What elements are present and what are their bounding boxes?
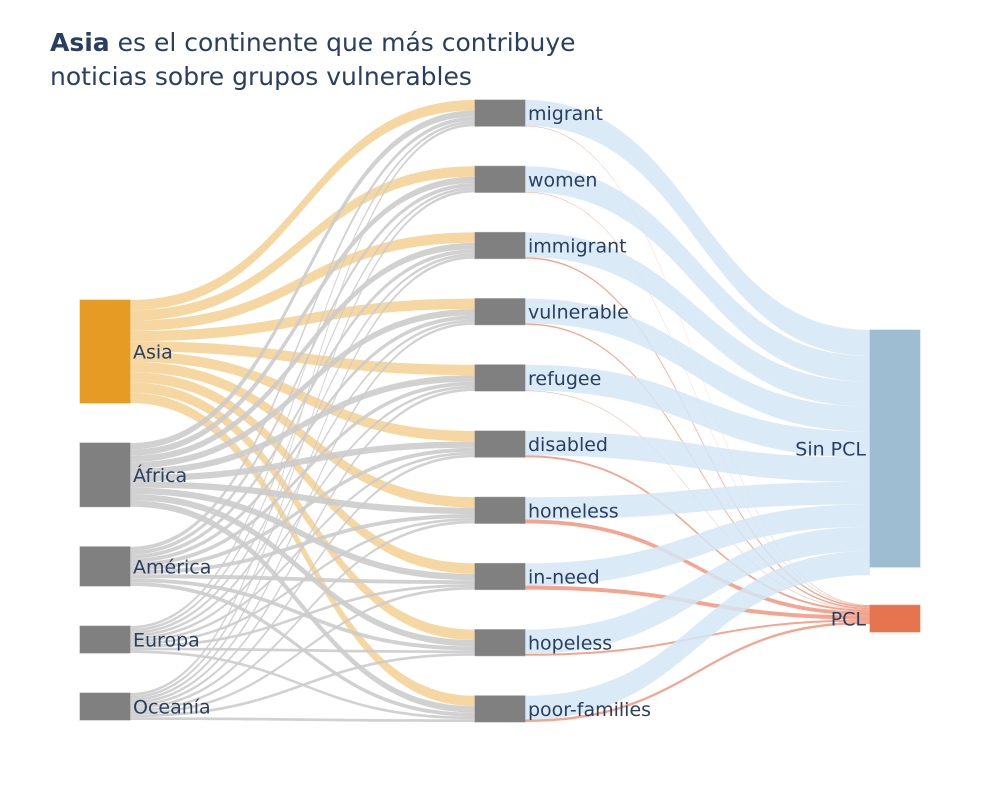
link-asia-homeless <box>130 361 475 508</box>
node-disabled[interactable] <box>474 430 526 458</box>
link-oceania-vulnerable <box>130 322 475 704</box>
link-oceania-refugee <box>130 388 475 707</box>
link-refugee-sin-pcl <box>525 364 870 458</box>
node-label-pcl: PCL <box>831 609 867 631</box>
link-poor-families-pcl <box>525 621 870 722</box>
node-label-disabled: disabled <box>528 434 608 456</box>
chart-title: Asia es el continente que más contribuye… <box>50 26 750 94</box>
node-vulnerable[interactable] <box>474 298 526 326</box>
link-america-disabled <box>130 447 475 571</box>
link-africa-refugee <box>130 375 475 475</box>
node-label-vulnerable: vulnerable <box>528 302 629 324</box>
link-hopeless-sin-pcl <box>525 526 870 654</box>
link-oceania-hopeless <box>130 653 475 718</box>
link-migrant-sin-pcl <box>525 100 870 356</box>
node-pcl[interactable] <box>869 604 921 633</box>
link-disabled-pcl <box>525 455 870 612</box>
node-immigrant[interactable] <box>474 231 526 260</box>
link-homeless-pcl <box>525 519 870 616</box>
link-vulnerable-sin-pcl <box>525 298 870 432</box>
link-asia-women <box>130 166 475 321</box>
link-asia-refugee <box>130 341 475 376</box>
link-oceania-women <box>130 189 475 699</box>
node-migrant[interactable] <box>474 99 526 127</box>
node-label-asia: Asia <box>133 342 173 364</box>
node-label-oceania: Oceanía <box>133 697 211 719</box>
labels-layer: Asia África América Europa Oceanía migrant wom… <box>133 103 866 721</box>
links-layer <box>130 100 870 722</box>
node-women[interactable] <box>474 165 526 193</box>
nodes-layer <box>79 99 921 723</box>
link-africa-migrant <box>130 110 475 450</box>
chart-title-line2: noticias sobre grupos vulnerables <box>50 62 472 91</box>
link-america-women <box>130 183 475 555</box>
node-label-women: women <box>528 169 597 191</box>
node-hopeless[interactable] <box>474 629 526 657</box>
link-africa-disabled <box>130 441 475 482</box>
node-label-migrant: migrant <box>528 103 603 125</box>
chart-title-line1: es el continente que más contribuye <box>109 28 576 57</box>
link-america-homeless <box>130 514 475 575</box>
node-sin-pcl[interactable] <box>869 329 921 568</box>
link-asia-vulnerable <box>130 298 475 342</box>
node-europa[interactable] <box>79 625 131 654</box>
link-asia-migrant <box>130 100 475 311</box>
link-africa-women <box>130 176 475 456</box>
link-america-in-need <box>130 574 475 585</box>
node-oceania[interactable] <box>79 692 131 721</box>
node-africa[interactable] <box>79 442 131 508</box>
link-oceania-migrant <box>130 123 475 696</box>
link-america-hopeless <box>130 578 475 651</box>
link-oceania-poor-families <box>130 717 475 722</box>
chart-title-emphasis: Asia <box>50 28 110 57</box>
link-in-need-sin-pcl <box>525 504 870 586</box>
link-europa-migrant <box>130 120 475 629</box>
link-oceania-in-need <box>130 586 475 715</box>
node-poor-families[interactable] <box>474 695 526 723</box>
link-asia-poor-families <box>130 392 475 707</box>
node-refugee[interactable] <box>474 364 526 392</box>
link-africa-poor-families <box>130 500 475 713</box>
node-in-need[interactable] <box>474 562 526 591</box>
link-america-migrant <box>130 116 475 551</box>
link-oceania-homeless <box>130 520 475 712</box>
link-immigrant-sin-pcl <box>525 232 870 407</box>
link-women-sin-pcl <box>525 166 870 382</box>
node-homeless[interactable] <box>474 496 526 524</box>
node-label-in-need: in-need <box>528 567 600 589</box>
link-immigrant-pcl <box>525 257 870 608</box>
link-oceania-disabled <box>130 454 475 710</box>
link-africa-hopeless <box>130 494 475 647</box>
link-africa-homeless <box>130 481 475 515</box>
link-africa-vulnerable <box>130 308 475 469</box>
node-label-africa: África <box>133 464 187 487</box>
link-homeless-sin-pcl <box>525 481 870 520</box>
link-poor-families-sin-pcl <box>525 551 870 720</box>
node-label-hopeless: hopeless <box>528 633 612 655</box>
node-label-sin-pcl: Sin PCL <box>795 439 866 461</box>
link-africa-in-need <box>130 487 475 581</box>
node-label-homeless: homeless <box>528 500 619 522</box>
node-label-immigrant: immigrant <box>528 236 627 258</box>
node-label-america: América <box>133 556 211 578</box>
node-america[interactable] <box>79 546 131 587</box>
link-america-vulnerable <box>130 315 475 563</box>
link-in-need-pcl <box>525 585 870 620</box>
node-label-poor-families: poor-families <box>528 699 651 721</box>
link-oceania-immigrant <box>130 255 475 702</box>
link-disabled-sin-pcl <box>525 431 870 482</box>
link-america-immigrant <box>130 249 475 559</box>
link-america-refugee <box>130 381 475 567</box>
link-africa-immigrant <box>130 242 475 463</box>
link-asia-disabled <box>130 351 475 442</box>
node-label-europa: Europa <box>133 630 200 652</box>
node-label-refugee: refugee <box>528 368 601 390</box>
node-asia[interactable] <box>79 299 131 404</box>
